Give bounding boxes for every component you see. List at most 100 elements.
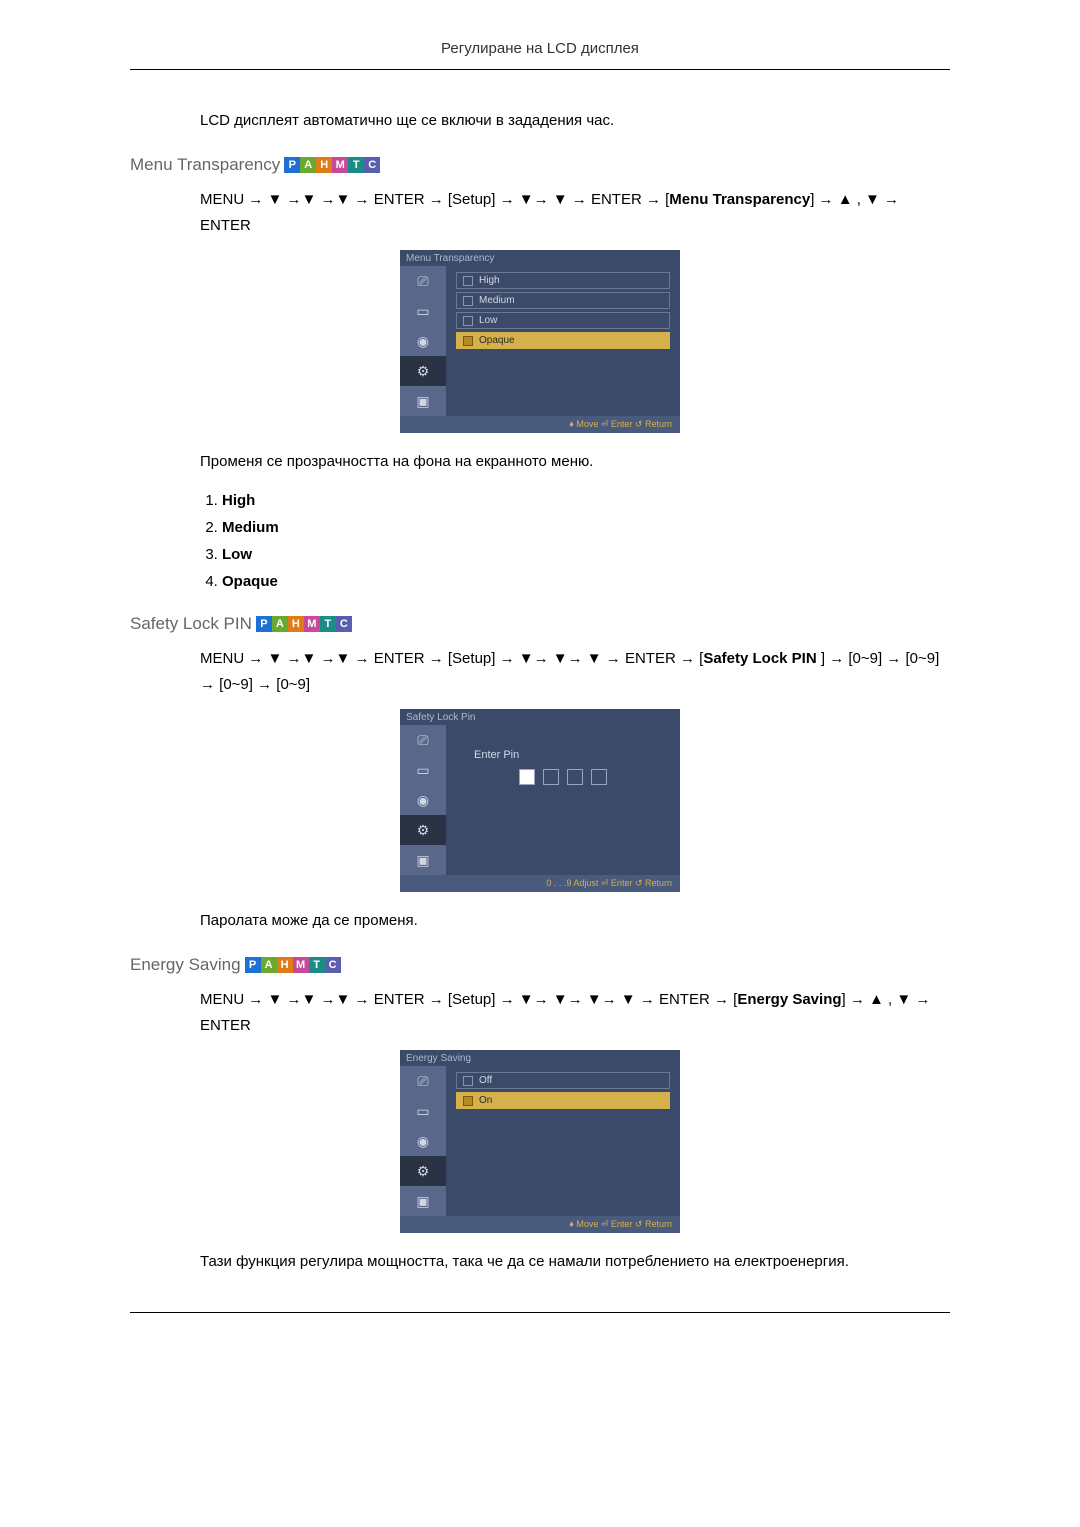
safety-lock-description: Паролата може да се променя. xyxy=(200,910,950,931)
source-badges: PAHMTC xyxy=(245,957,341,973)
osd-safety-lock: Safety Lock Pin ⎚▭◉⚙▣ Enter Pin 0 . . .9… xyxy=(400,709,680,892)
section-heading-safety-lock: Safety Lock PIN PAHMTC xyxy=(130,614,950,634)
heading-text: Energy Saving xyxy=(130,955,241,975)
nav-path-menu-transparency: MENU → ▼ →▼ →▼ → ENTER → [Setup] → ▼→ ▼ … xyxy=(200,187,950,238)
source-badge: C xyxy=(364,157,380,173)
nav-path-energy-saving: MENU → ▼ →▼ →▼ → ENTER → [Setup] → ▼→ ▼→… xyxy=(200,987,950,1038)
option-item: High xyxy=(222,492,950,509)
source-badge: A xyxy=(300,157,316,173)
box-icon xyxy=(463,276,473,286)
check-icon xyxy=(463,336,473,346)
option-item: Low xyxy=(222,546,950,563)
osd-item-label: On xyxy=(479,1095,492,1106)
source-badge: M xyxy=(332,157,348,173)
osd-sidebar-icon: ⚙ xyxy=(400,1156,446,1186)
source-badge: A xyxy=(261,957,277,973)
osd-item-label: Opaque xyxy=(479,335,515,346)
osd-body: ⎚▭◉⚙▣ Off On xyxy=(400,1066,680,1216)
osd-sidebar-icon: ⎚ xyxy=(400,725,446,755)
osd-sidebar-icon: ▣ xyxy=(400,386,446,416)
source-badge: M xyxy=(304,616,320,632)
source-badge: T xyxy=(309,957,325,973)
osd-sidebar-icon: ◉ xyxy=(400,1126,446,1156)
check-icon xyxy=(463,1096,473,1106)
osd-menu-item: Low xyxy=(456,312,670,329)
osd-content: Enter Pin xyxy=(446,725,680,875)
osd-sidebar-icon: ◉ xyxy=(400,326,446,356)
osd-item-label: High xyxy=(479,275,500,286)
option-item: Opaque xyxy=(222,573,950,590)
source-badge: H xyxy=(277,957,293,973)
source-badges: PAHMTC xyxy=(256,616,352,632)
osd-item-label: Medium xyxy=(479,295,515,306)
energy-saving-description: Тази функция регулира мощността, така че… xyxy=(200,1251,950,1272)
source-badge: M xyxy=(293,957,309,973)
osd-content: Off On xyxy=(446,1066,680,1216)
osd-menu-item: Opaque xyxy=(456,332,670,349)
osd-menu-item: Off xyxy=(456,1072,670,1089)
osd-menu-item: High xyxy=(456,272,670,289)
source-badge: C xyxy=(336,616,352,632)
osd-footer: ♦ Move ⏎ Enter ↺ Return xyxy=(400,416,680,433)
section-heading-energy-saving: Energy Saving PAHMTC xyxy=(130,955,950,975)
box-icon xyxy=(463,1076,473,1086)
source-badge: C xyxy=(325,957,341,973)
heading-text: Menu Transparency xyxy=(130,155,280,175)
section-heading-menu-transparency: Menu Transparency PAHMTC xyxy=(130,155,950,175)
option-item: Medium xyxy=(222,519,950,536)
osd-title: Energy Saving xyxy=(400,1050,680,1066)
option-label: High xyxy=(222,492,255,509)
osd-body: ⎚▭◉⚙▣ High Medium Low Opaque xyxy=(400,266,680,416)
source-badge: T xyxy=(348,157,364,173)
osd-pin-digit xyxy=(591,769,607,785)
osd-sidebar-icon: ▣ xyxy=(400,1186,446,1216)
source-badge: T xyxy=(320,616,336,632)
osd-footer: ♦ Move ⏎ Enter ↺ Return xyxy=(400,1216,680,1233)
source-badge: H xyxy=(288,616,304,632)
box-icon xyxy=(463,316,473,326)
osd-pin-digit xyxy=(543,769,559,785)
option-label: Low xyxy=(222,546,252,563)
osd-footer: 0 . . .9 Adjust ⏎ Enter ↺ Return xyxy=(400,875,680,892)
source-badge: P xyxy=(256,616,272,632)
osd-energy-saving: Energy Saving ⎚▭◉⚙▣ Off On ♦ Move ⏎ Enter… xyxy=(400,1050,680,1233)
osd-pin-digit xyxy=(567,769,583,785)
source-badge: H xyxy=(316,157,332,173)
footer-rule xyxy=(130,1312,950,1313)
osd-menu-item: On xyxy=(456,1092,670,1109)
osd-title: Menu Transparency xyxy=(400,250,680,266)
box-icon xyxy=(463,296,473,306)
osd-title: Safety Lock Pin xyxy=(400,709,680,725)
osd-sidebar-icon: ⎚ xyxy=(400,266,446,296)
osd-sidebar: ⎚▭◉⚙▣ xyxy=(400,266,446,416)
osd-sidebar-icon: ⎚ xyxy=(400,1066,446,1096)
page-header-title: Регулиране на LCD дисплея xyxy=(130,40,950,70)
source-badge: P xyxy=(284,157,300,173)
osd-pin-digit xyxy=(519,769,535,785)
osd-sidebar: ⎚▭◉⚙▣ xyxy=(400,1066,446,1216)
osd-menu-item: Medium xyxy=(456,292,670,309)
option-label: Medium xyxy=(222,519,279,536)
osd-item-label: Low xyxy=(479,315,497,326)
osd-pin-label: Enter Pin xyxy=(474,749,670,761)
source-badge: P xyxy=(245,957,261,973)
source-badges: PAHMTC xyxy=(284,157,380,173)
menu-transparency-description: Променя се прозрачността на фона на екра… xyxy=(200,451,950,472)
intro-text: LCD дисплеят автоматично ще се включи в … xyxy=(200,110,950,131)
osd-sidebar-icon: ◉ xyxy=(400,785,446,815)
osd-sidebar-icon: ⚙ xyxy=(400,815,446,845)
osd-sidebar: ⎚▭◉⚙▣ xyxy=(400,725,446,875)
menu-transparency-options: High Medium Low Opaque xyxy=(222,492,950,590)
osd-sidebar-icon: ▣ xyxy=(400,845,446,875)
heading-text: Safety Lock PIN xyxy=(130,614,252,634)
osd-body: ⎚▭◉⚙▣ Enter Pin xyxy=(400,725,680,875)
source-badge: A xyxy=(272,616,288,632)
osd-pin-boxes xyxy=(456,769,670,785)
osd-sidebar-icon: ⚙ xyxy=(400,356,446,386)
option-label: Opaque xyxy=(222,573,278,590)
osd-sidebar-icon: ▭ xyxy=(400,1096,446,1126)
osd-item-label: Off xyxy=(479,1075,492,1086)
osd-sidebar-icon: ▭ xyxy=(400,296,446,326)
osd-menu-transparency: Menu Transparency ⎚▭◉⚙▣ High Medium Low Opa… xyxy=(400,250,680,433)
document-page: Регулиране на LCD дисплея LCD дисплеят а… xyxy=(70,0,1010,1373)
